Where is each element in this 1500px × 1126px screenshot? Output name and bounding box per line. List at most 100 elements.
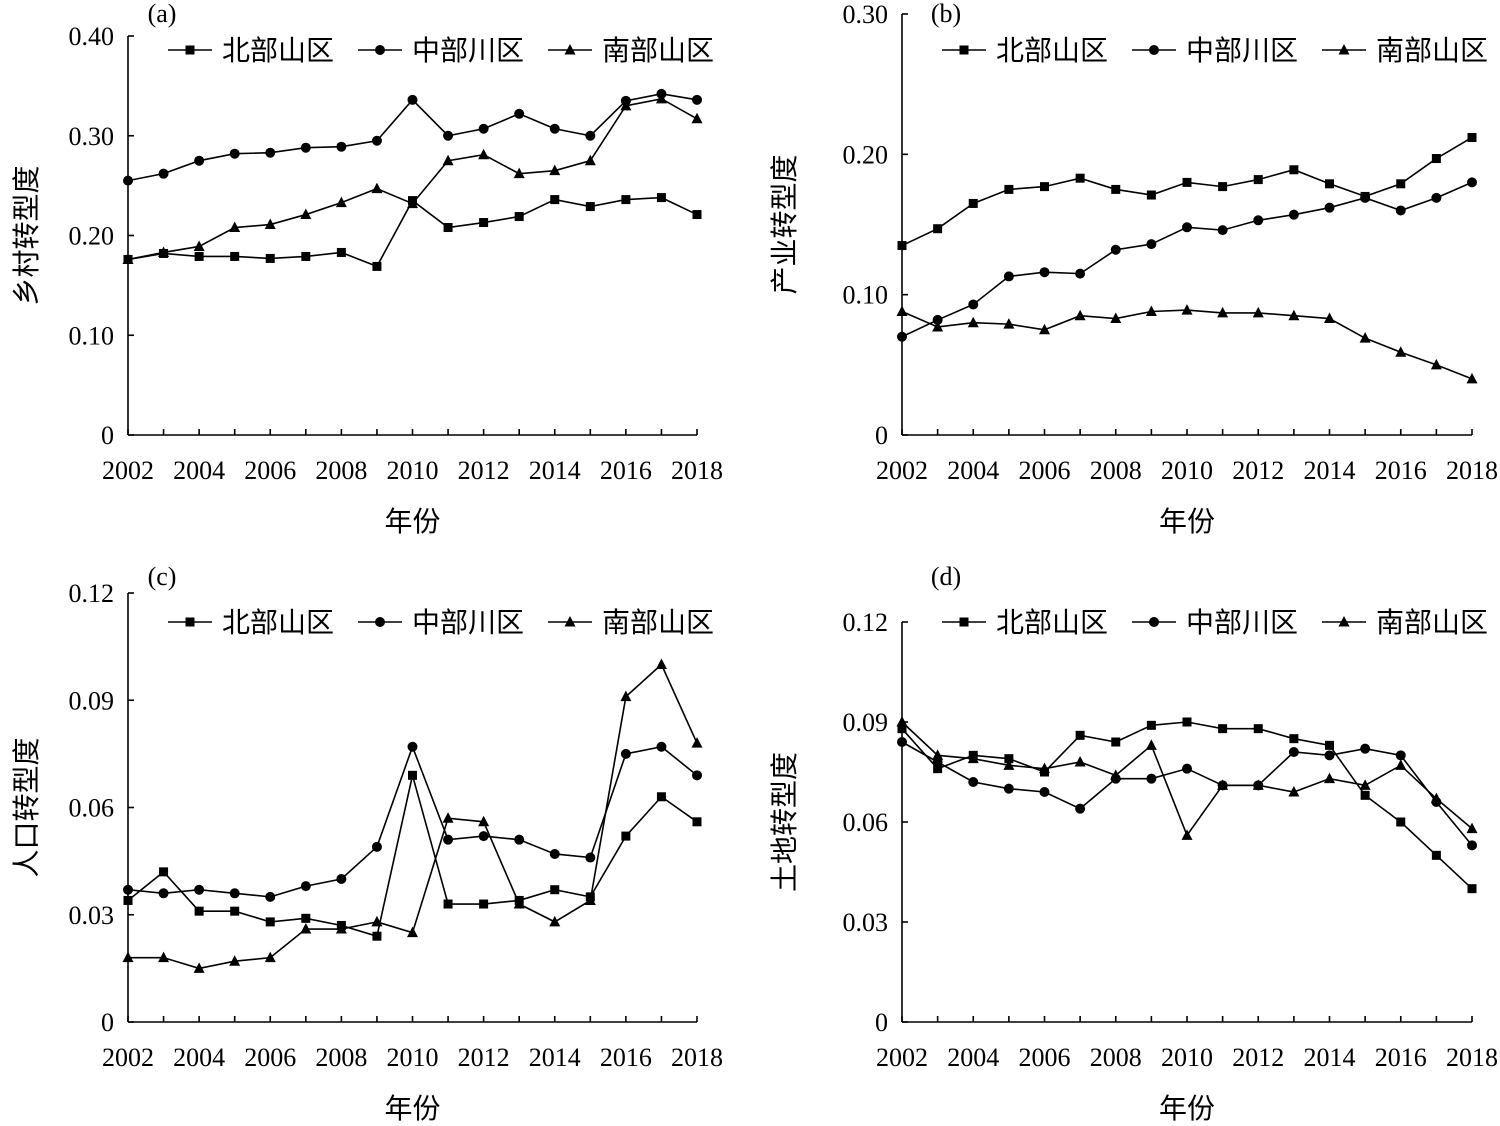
data-point xyxy=(1181,304,1193,315)
chart-panel-4: 0 0.03 0.06 0.09 0.12 2002 2004 2006 2008 2010 201… xyxy=(768,562,1498,1125)
data-point xyxy=(620,690,632,702)
data-point xyxy=(158,951,170,963)
data-point xyxy=(620,748,631,759)
data-point xyxy=(1466,822,1478,834)
data-point xyxy=(1003,271,1014,282)
legend-marker xyxy=(1149,45,1159,55)
y-tick-label: 0.06 xyxy=(69,794,115,823)
y-tick-label: 0.12 xyxy=(843,608,889,637)
data-point xyxy=(1395,750,1406,761)
data-point xyxy=(1003,783,1014,794)
data-point xyxy=(1217,306,1229,318)
x-tick-label: 2002 xyxy=(102,1043,154,1072)
x-tick-label: 2014 xyxy=(1304,456,1356,485)
x-tick-label: 2014 xyxy=(529,1043,581,1072)
data-point xyxy=(301,913,311,923)
data-point xyxy=(158,168,169,179)
data-point xyxy=(620,99,632,111)
legend-label: 中部川区 xyxy=(1186,606,1298,639)
data-point xyxy=(1467,884,1477,894)
x-tick-label: 2012 xyxy=(458,1043,510,1072)
data-point xyxy=(1325,740,1334,750)
data-point xyxy=(1395,759,1407,770)
data-point xyxy=(1288,786,1300,797)
y-tick-label: 0 xyxy=(875,1008,888,1037)
data-point xyxy=(1431,154,1441,164)
x-tick-label: 2012 xyxy=(1232,1043,1284,1072)
x-tick-label: 2012 xyxy=(458,456,510,485)
panel-label: (c) xyxy=(148,562,177,591)
y-axis-title: 乡村转型度 xyxy=(10,165,43,305)
data-point xyxy=(1146,773,1157,784)
data-point xyxy=(442,154,454,166)
legend-label: 南部山区 xyxy=(602,34,714,67)
data-point xyxy=(1359,779,1371,790)
data-point xyxy=(1075,268,1086,279)
x-axis-title: 年份 xyxy=(384,1092,440,1125)
x-tick-label: 2014 xyxy=(1304,1043,1356,1072)
x-tick-label: 2010 xyxy=(387,1043,439,1072)
x-tick-label: 2004 xyxy=(173,456,225,485)
data-point xyxy=(443,899,453,909)
data-point xyxy=(1431,192,1442,203)
legend-marker xyxy=(564,616,576,627)
data-point xyxy=(301,251,311,261)
data-point xyxy=(1182,177,1192,187)
data-point xyxy=(1431,850,1441,860)
data-point xyxy=(407,94,418,105)
legend-label: 南部山区 xyxy=(602,606,714,639)
data-point xyxy=(1396,179,1406,189)
data-point xyxy=(408,770,417,780)
x-tick-label: 2018 xyxy=(1446,456,1498,485)
data-point xyxy=(1253,215,1264,226)
data-point xyxy=(692,817,702,827)
legend-marker xyxy=(959,617,969,627)
data-point xyxy=(691,737,703,748)
y-tick-label: 0.10 xyxy=(69,321,115,350)
data-point xyxy=(1039,787,1050,797)
data-point xyxy=(1395,346,1407,357)
data-point xyxy=(1075,803,1086,814)
x-tick-label: 2016 xyxy=(1375,1043,1427,1072)
legend-marker xyxy=(1338,44,1350,55)
data-point xyxy=(407,741,418,752)
data-point xyxy=(550,885,560,895)
legend-marker xyxy=(564,44,576,55)
x-tick-label: 2004 xyxy=(947,456,999,485)
data-point xyxy=(1430,792,1442,804)
data-point xyxy=(1288,209,1299,220)
data-point xyxy=(1217,779,1229,790)
series-line xyxy=(127,775,698,938)
data-point xyxy=(1395,205,1406,216)
data-point xyxy=(1182,222,1192,233)
x-axis-title: 年份 xyxy=(384,505,440,538)
x-tick-label: 2006 xyxy=(244,456,296,485)
data-point xyxy=(584,154,596,166)
legend: 北部山区 中部川区 南部山区 xyxy=(168,606,714,639)
y-tick-label: 0 xyxy=(101,1008,114,1037)
series-triangle xyxy=(896,304,1478,384)
x-tick-label: 2016 xyxy=(1375,456,1427,485)
data-point xyxy=(158,888,169,899)
data-point xyxy=(335,923,347,934)
data-point xyxy=(1466,372,1478,384)
data-point xyxy=(968,198,978,208)
chart-panel-3: 0 0.03 0.06 0.09 0.12 2002 2004 2006 2008 2010 201… xyxy=(10,562,723,1125)
data-point xyxy=(443,130,454,141)
series-line xyxy=(901,721,1473,890)
data-point xyxy=(1253,724,1263,734)
panel-label: (b) xyxy=(931,0,961,28)
data-point xyxy=(585,852,596,863)
data-point xyxy=(443,834,454,845)
series-line xyxy=(901,721,1473,837)
legend: 北部山区 中部川区 南部山区 xyxy=(168,34,714,67)
y-tick-label: 0.30 xyxy=(843,0,889,29)
data-point xyxy=(158,246,170,257)
data-point xyxy=(336,247,346,257)
data-point xyxy=(514,108,525,119)
data-point xyxy=(1146,239,1157,250)
x-tick-label: 2004 xyxy=(173,1043,225,1072)
chart-panel-1: 0 0.10 0.20 0.30 0.40 2002 2004 2006 2008 2010 201… xyxy=(10,0,723,538)
data-point xyxy=(300,142,311,153)
